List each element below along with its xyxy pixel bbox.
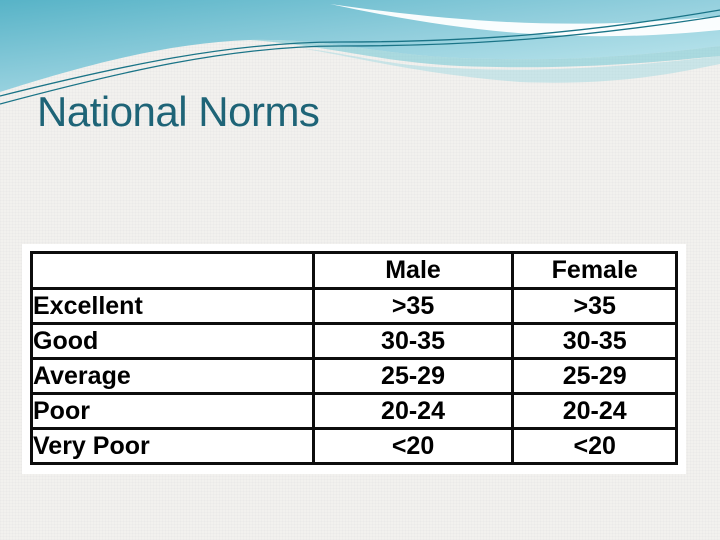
row-label: Poor [30,392,315,430]
cell-female-value: 25-29 [511,357,678,395]
col-header-category [30,251,315,290]
table-row: Good 30-35 30-35 [30,322,678,360]
table-row: Poor 20-24 20-24 [30,392,678,430]
row-label: Average [30,357,315,395]
table-header-row: Male Female [30,251,678,290]
table-row: Average 25-29 25-29 [30,357,678,395]
wave-teal-band-1 [250,39,720,68]
cell-male-value: >35 [311,287,515,325]
cell-female-value: 30-35 [511,322,678,360]
wave-teal-band-2 [300,48,720,83]
cell-male-value: 25-29 [311,357,515,395]
col-header-female: Female [511,251,678,290]
row-label: Good [30,322,315,360]
cell-female-value: >35 [511,287,678,325]
norms-table-image: Male Female Excellent >35 >35 Good 30-35… [22,244,686,474]
cell-male-value: <20 [311,427,515,465]
cell-female-value: <20 [511,427,678,465]
table-row: Very Poor <20 <20 [30,427,678,465]
cell-female-value: 20-24 [511,392,678,430]
norms-table: Male Female Excellent >35 >35 Good 30-35… [30,251,678,465]
wave-white-slash [330,4,720,37]
wave-line-lower [0,15,720,105]
table-row: Excellent >35 >35 [30,287,678,325]
cell-male-value: 30-35 [311,322,515,360]
wave-line-upper [0,9,720,97]
cell-male-value: 20-24 [311,392,515,430]
row-label: Very Poor [30,427,315,465]
slide-title: National Norms [37,88,320,135]
col-header-male: Male [311,251,515,290]
row-label: Excellent [30,287,315,325]
header-wave-graphic [0,0,720,105]
